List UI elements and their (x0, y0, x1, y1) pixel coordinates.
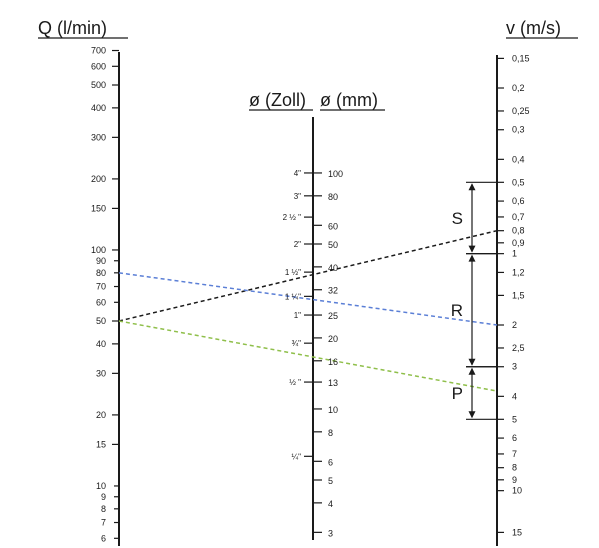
v-tick-label: 0,7 (512, 212, 525, 222)
zoll-tick-label: 1 ¼" (285, 292, 301, 301)
v-tick-label: 0,25 (512, 106, 530, 116)
v-axis-ticks: 0,15 0,2 0,25 0,3 0,4 0,5 0,6 0,7 0,8 0,91 1,2 1,5 2… (497, 53, 530, 537)
v-tick-label: 0,2 (512, 83, 525, 93)
zoll-tick-label: 3" (294, 192, 301, 201)
green-reading-line (118, 320, 498, 392)
mm-tick-label: 13 (328, 378, 338, 388)
black-reading-line (118, 229, 498, 322)
v-tick-label: 0,9 (512, 238, 525, 248)
v-tick-label: 1 (512, 249, 517, 259)
v-tick-label: 5 (512, 414, 517, 424)
q-axis-header: Q (l/min) (38, 18, 107, 38)
mm-tick-label: 80 (328, 192, 338, 202)
q-tick-label: 10 (96, 481, 106, 491)
mm-tick-label: 6 (328, 457, 333, 467)
q-tick-label: 700 (91, 46, 106, 56)
mm-tick-label: 100 (328, 169, 343, 179)
mm-tick-label: 5 (328, 476, 333, 486)
zoll-tick-label: ½ " (289, 378, 301, 387)
mm-tick-label: 3 (328, 528, 333, 538)
q-tick-label: 500 (91, 80, 106, 90)
v-tick-label: 1,5 (512, 290, 525, 300)
q-tick-label: 8 (101, 504, 106, 514)
zoll-tick-label: 2" (294, 240, 301, 249)
q-tick-label: 90 (96, 256, 106, 266)
v-tick-label: 0,3 (512, 125, 525, 135)
zoll-tick-label: ¼" (291, 452, 301, 461)
v-tick-label: 3 (512, 362, 517, 372)
mm-tick-label: 20 (328, 334, 338, 344)
zoll-tick-label: 1" (294, 311, 301, 320)
mm-axis-header: ø (mm) (320, 90, 378, 110)
q-tick-label: 30 (96, 368, 106, 378)
mm-tick-label: 25 (328, 311, 338, 321)
v-tick-label: 4 (512, 391, 517, 401)
v-tick-label: 9 (512, 475, 517, 485)
zoll-tick-label: 1 ½" (285, 268, 301, 277)
mm-tick-label: 60 (328, 221, 338, 231)
v-tick-label: 8 (512, 463, 517, 473)
reading-lines (118, 229, 498, 392)
v-tick-label: 15 (512, 527, 522, 537)
q-tick-label: 400 (91, 103, 106, 113)
q-tick-label: 300 (91, 132, 106, 142)
q-tick-label: 6 (101, 533, 106, 543)
blue-reading-line (118, 272, 498, 326)
zoll-tick-label: ¾" (291, 339, 301, 348)
zone-arrow-head (468, 411, 476, 419)
zone-label: P (452, 384, 463, 403)
mm-tick-label: 16 (328, 357, 338, 367)
zoll-axis-ticks: 4" 3" 2 ½ " 2" 1 ½" 1 ¼" 1" ¾" ½ " ¼" (283, 169, 313, 461)
q-tick-label: 9 (101, 492, 106, 502)
q-tick-label: 40 (96, 339, 106, 349)
zone-arrow-head (468, 358, 476, 366)
zone-arrow-head (468, 367, 476, 375)
v-tick-label: 1,2 (512, 267, 525, 277)
q-tick-label: 80 (96, 268, 106, 278)
q-tick-label: 100 (91, 245, 106, 255)
zoll-tick-label: 4" (294, 169, 301, 178)
mm-tick-label: 32 (328, 286, 338, 296)
q-tick-label: 15 (96, 439, 106, 449)
velocity-zones: S R P (451, 181, 497, 420)
zoll-tick-label: 2 ½ " (283, 213, 302, 222)
mm-tick-label: 40 (328, 263, 338, 273)
mm-tick-label: 10 (328, 405, 338, 415)
v-tick-label: 0,6 (512, 196, 525, 206)
zone-label: R (451, 301, 463, 320)
q-tick-label: 150 (91, 203, 106, 213)
q-tick-label: 200 (91, 174, 106, 184)
q-tick-label: 50 (96, 316, 106, 326)
v-tick-label: 0,4 (512, 154, 525, 164)
v-tick-label: 0,5 (512, 177, 525, 187)
v-tick-label: 7 (512, 449, 517, 459)
v-tick-label: 0,15 (512, 53, 530, 63)
zoll-axis-header: ø (Zoll) (249, 90, 306, 110)
zone-arrow-head (468, 183, 476, 191)
mm-tick-label: 4 (328, 499, 333, 509)
mm-tick-label: 50 (328, 240, 338, 250)
mm-axis-ticks: 100 80 60 50 40 32 25 20 16 13 10 8 6 5 4 3 (313, 169, 343, 538)
v-tick-label: 6 (512, 433, 517, 443)
zone-arrow-head (468, 245, 476, 253)
v-tick-label: 10 (512, 486, 522, 496)
v-tick-label: 2,5 (512, 343, 525, 353)
q-tick-label: 20 (96, 410, 106, 420)
zone-arrow-head (468, 254, 476, 262)
v-tick-label: 0,8 (512, 226, 525, 236)
q-tick-label: 600 (91, 61, 106, 71)
zone-label: S (452, 209, 463, 228)
v-tick-label: 2 (512, 320, 517, 330)
q-tick-label: 7 (101, 518, 106, 528)
v-axis-header: v (m/s) (506, 18, 561, 38)
q-tick-label: 70 (96, 282, 106, 292)
q-tick-label: 60 (96, 297, 106, 307)
mm-tick-label: 8 (328, 428, 333, 438)
